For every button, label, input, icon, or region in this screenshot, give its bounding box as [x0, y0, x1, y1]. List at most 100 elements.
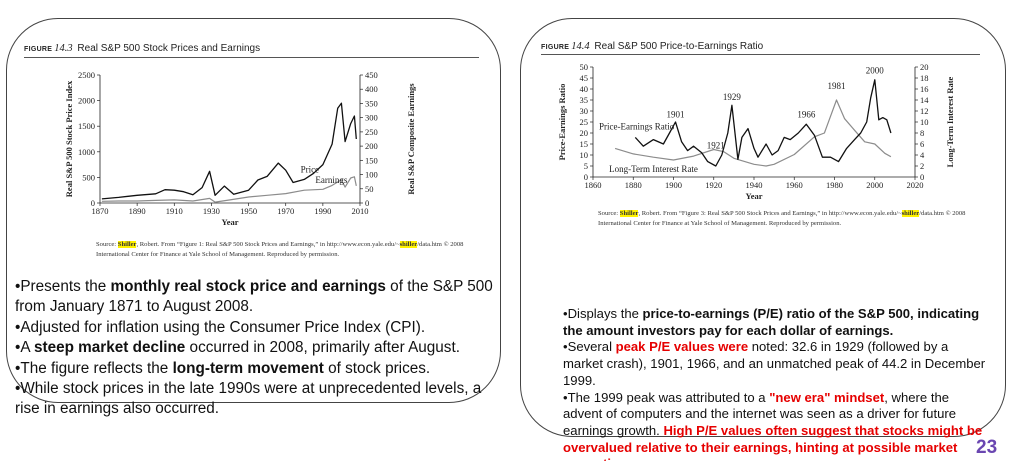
highlight-shiller-url: shiller: [901, 210, 920, 217]
figure-14-3-source: Source: Shiller, Robert. From “Figure 1:…: [96, 241, 464, 258]
y-tick-label: 2500: [78, 70, 95, 80]
annotation-1921: 1921: [707, 140, 725, 150]
y-right-tick-label: 6: [920, 139, 924, 149]
highlight-shiller-url: shiller: [399, 241, 418, 248]
y-right-tick-label: 16: [920, 84, 929, 94]
y-right-tick-label: 2: [920, 161, 924, 171]
x-tick-label: 1890: [129, 206, 146, 216]
page-number: 23: [976, 437, 998, 458]
annotation-2000: 2000: [866, 66, 885, 76]
y-axis-title-left: Price-Earnings Ratio: [557, 84, 567, 161]
y-tick-label: 10: [580, 150, 589, 160]
highlight-shiller: Shiller: [619, 210, 639, 217]
y-tick-label: 0: [91, 198, 95, 208]
figure-label: FIGURE: [541, 44, 570, 51]
y-right-tick-label: 350: [365, 98, 378, 108]
y-right-tick-label: 150: [365, 155, 378, 165]
figure-rule: [541, 54, 980, 55]
y-tick-label: 40: [580, 84, 589, 94]
x-tick-label: 1880: [625, 180, 642, 190]
x-axis-title: Year: [222, 217, 239, 227]
bullet-item: •A steep market decline occurred in 2008…: [15, 339, 460, 357]
series-line-long-term-interest-rate: [614, 99, 892, 167]
x-tick-label: 1950: [240, 206, 257, 216]
y-right-tick-label: 450: [365, 70, 378, 80]
left-bullet-list: •Presents the monthly real stock price a…: [15, 277, 495, 420]
left-panel: [6, 18, 501, 403]
right-panel: [520, 18, 1006, 437]
y-tick-label: 30: [580, 106, 589, 116]
figure-number: 14.4: [571, 41, 590, 52]
y-right-tick-label: 8: [920, 128, 924, 138]
bullet-item: •Adjusted for inflation using the Consum…: [15, 318, 426, 336]
x-tick-label: 1940: [746, 180, 763, 190]
highlight-shiller: Shiller: [117, 241, 137, 248]
bullet-item: •While stock prices in the late 1990s we…: [15, 380, 482, 418]
x-tick-label: 1910: [166, 206, 183, 216]
y-right-tick-label: 50: [365, 184, 374, 194]
annotation-1981: 1981: [828, 81, 846, 91]
figure-14-4-source: Source: Shiller, Robert. From “Figure 3:…: [598, 210, 966, 227]
y-tick-label: 25: [580, 117, 589, 127]
bullet-item: •Presents the monthly real stock price a…: [15, 278, 493, 316]
x-axis-title: Year: [746, 191, 763, 201]
x-tick-label: 1960: [786, 180, 803, 190]
y-right-tick-label: 0: [365, 198, 369, 208]
y-tick-label: 5: [584, 161, 588, 171]
figure-title: Real S&P 500 Stock Prices and Earnings: [77, 43, 261, 54]
x-tick-label: 1860: [585, 180, 602, 190]
bullet-item: •The figure reflects the long-term movem…: [15, 359, 431, 377]
figure-label: FIGURE: [24, 46, 53, 53]
y-right-tick-label: 0: [920, 172, 924, 182]
figure-number: 14.3: [54, 43, 73, 54]
y-right-tick-label: 18: [920, 73, 929, 83]
x-tick-label: 1870: [92, 206, 109, 216]
figure-14-3-caption: FIGURE 14.3 Real S&P 500 Stock Prices and…: [24, 43, 260, 54]
y-right-tick-label: 200: [365, 141, 378, 151]
y-right-tick-label: 4: [920, 150, 925, 160]
y-tick-label: 45: [580, 73, 589, 83]
x-tick-label: 2020: [907, 180, 924, 190]
y-axis-title-right: Long-Term Interest Rate: [945, 76, 955, 167]
y-right-tick-label: 12: [920, 106, 929, 116]
figure-rule: [24, 57, 479, 58]
annotation-1929: 1929: [723, 92, 742, 102]
y-right-tick-label: 400: [365, 84, 378, 94]
x-tick-label: 1920: [705, 180, 722, 190]
bullet-item: •Several peak P/E values were noted: 32.…: [563, 339, 986, 388]
x-tick-label: 1990: [314, 206, 331, 216]
series-line-price-earnings-ratio: [634, 79, 892, 167]
bullet-item: •The 1999 peak was attributed to a "new …: [563, 389, 983, 461]
series-line-price: [101, 102, 357, 200]
series-label-price: Price: [301, 164, 320, 174]
bullet-item: •Displays the price-to-earnings (P/E) ra…: [563, 306, 980, 338]
y-tick-label: 1500: [78, 121, 95, 131]
annotation-pe-ratio: Price-Earnings Ratio: [599, 122, 675, 132]
y-axis-title-left: Real S&P 500 Stock Price Index: [64, 80, 74, 197]
x-tick-label: 1930: [203, 206, 220, 216]
figure-14-4-caption: FIGURE 14.4 Real S&P 500 Price-to-Earning…: [541, 41, 763, 52]
y-tick-label: 20: [580, 128, 589, 138]
y-tick-label: 500: [82, 172, 95, 182]
x-tick-label: 1980: [826, 180, 843, 190]
y-right-tick-label: 14: [920, 95, 929, 105]
x-tick-label: 1970: [277, 206, 294, 216]
y-tick-label: 2000: [78, 96, 95, 106]
y-right-tick-label: 100: [365, 170, 378, 180]
annotation-1901: 1901: [667, 110, 685, 120]
y-tick-label: 0: [584, 172, 588, 182]
annotation-interest-rate: Long-Term Interest Rate: [609, 164, 698, 174]
series-label-earnings: Earnings: [315, 175, 347, 185]
pe-ratio-chart: 1860 1880 1900 1920 1940 1960 1980 2000 20200510…: [557, 62, 955, 201]
y-tick-label: 35: [580, 95, 589, 105]
y-right-tick-label: 10: [920, 117, 929, 127]
y-right-tick-label: 20: [920, 62, 929, 72]
right-bullet-list: •Displays the price-to-earnings (P/E) ra…: [563, 306, 988, 461]
y-tick-label: 50: [580, 62, 589, 72]
series-line-earnings: [101, 176, 357, 203]
y-tick-label: 15: [580, 139, 589, 149]
y-axis-title-right: Real S&P Composite Earnings: [406, 83, 416, 195]
x-tick-label: 2000: [866, 180, 883, 190]
y-right-tick-label: 300: [365, 113, 378, 123]
annotation-1966: 1966: [797, 110, 816, 120]
